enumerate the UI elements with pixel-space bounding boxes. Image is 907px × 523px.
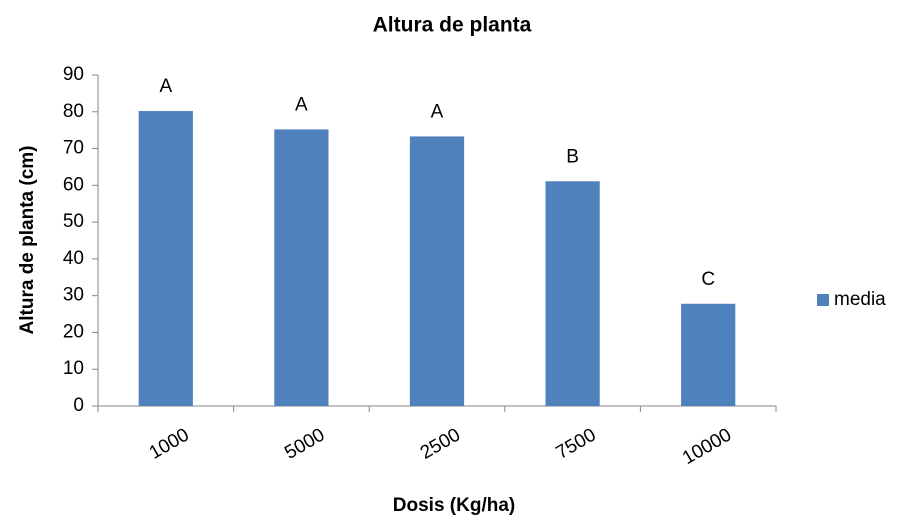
y-tick-label: 0 <box>73 395 84 416</box>
y-tick-label: 80 <box>63 101 84 122</box>
annotation: A <box>295 94 308 115</box>
annotation: A <box>431 101 444 122</box>
chart-title: Altura de planta <box>373 14 532 37</box>
y-tick-label: 40 <box>63 248 84 269</box>
legend-swatch <box>817 294 829 306</box>
y-axis-label: Altura de planta (cm) <box>17 146 38 335</box>
bar <box>681 303 736 406</box>
y-tick-label: 10 <box>63 358 84 379</box>
legend-label: media <box>834 289 886 310</box>
y-tick-label: 90 <box>63 64 84 85</box>
x-tick-label: 10000 <box>679 424 735 469</box>
annotation: A <box>159 76 172 97</box>
y-tick-label: 20 <box>63 321 84 342</box>
annotation: C <box>701 269 715 290</box>
y-tick-label: 70 <box>63 138 84 159</box>
y-tick-label: 30 <box>63 285 84 306</box>
x-tick-label: 7500 <box>552 424 599 463</box>
annotation: B <box>566 146 579 167</box>
y-tick-label: 50 <box>63 211 84 232</box>
x-tick-label: 1000 <box>146 424 193 463</box>
y-tick-label: 60 <box>63 174 84 195</box>
x-axis-label: Dosis (Kg/ha) <box>393 495 515 516</box>
x-tick-label: 5000 <box>281 424 328 463</box>
bar <box>274 129 329 407</box>
x-tick-label: 2500 <box>417 424 464 463</box>
bar <box>545 181 600 406</box>
bar <box>409 136 465 406</box>
bar <box>138 111 193 406</box>
